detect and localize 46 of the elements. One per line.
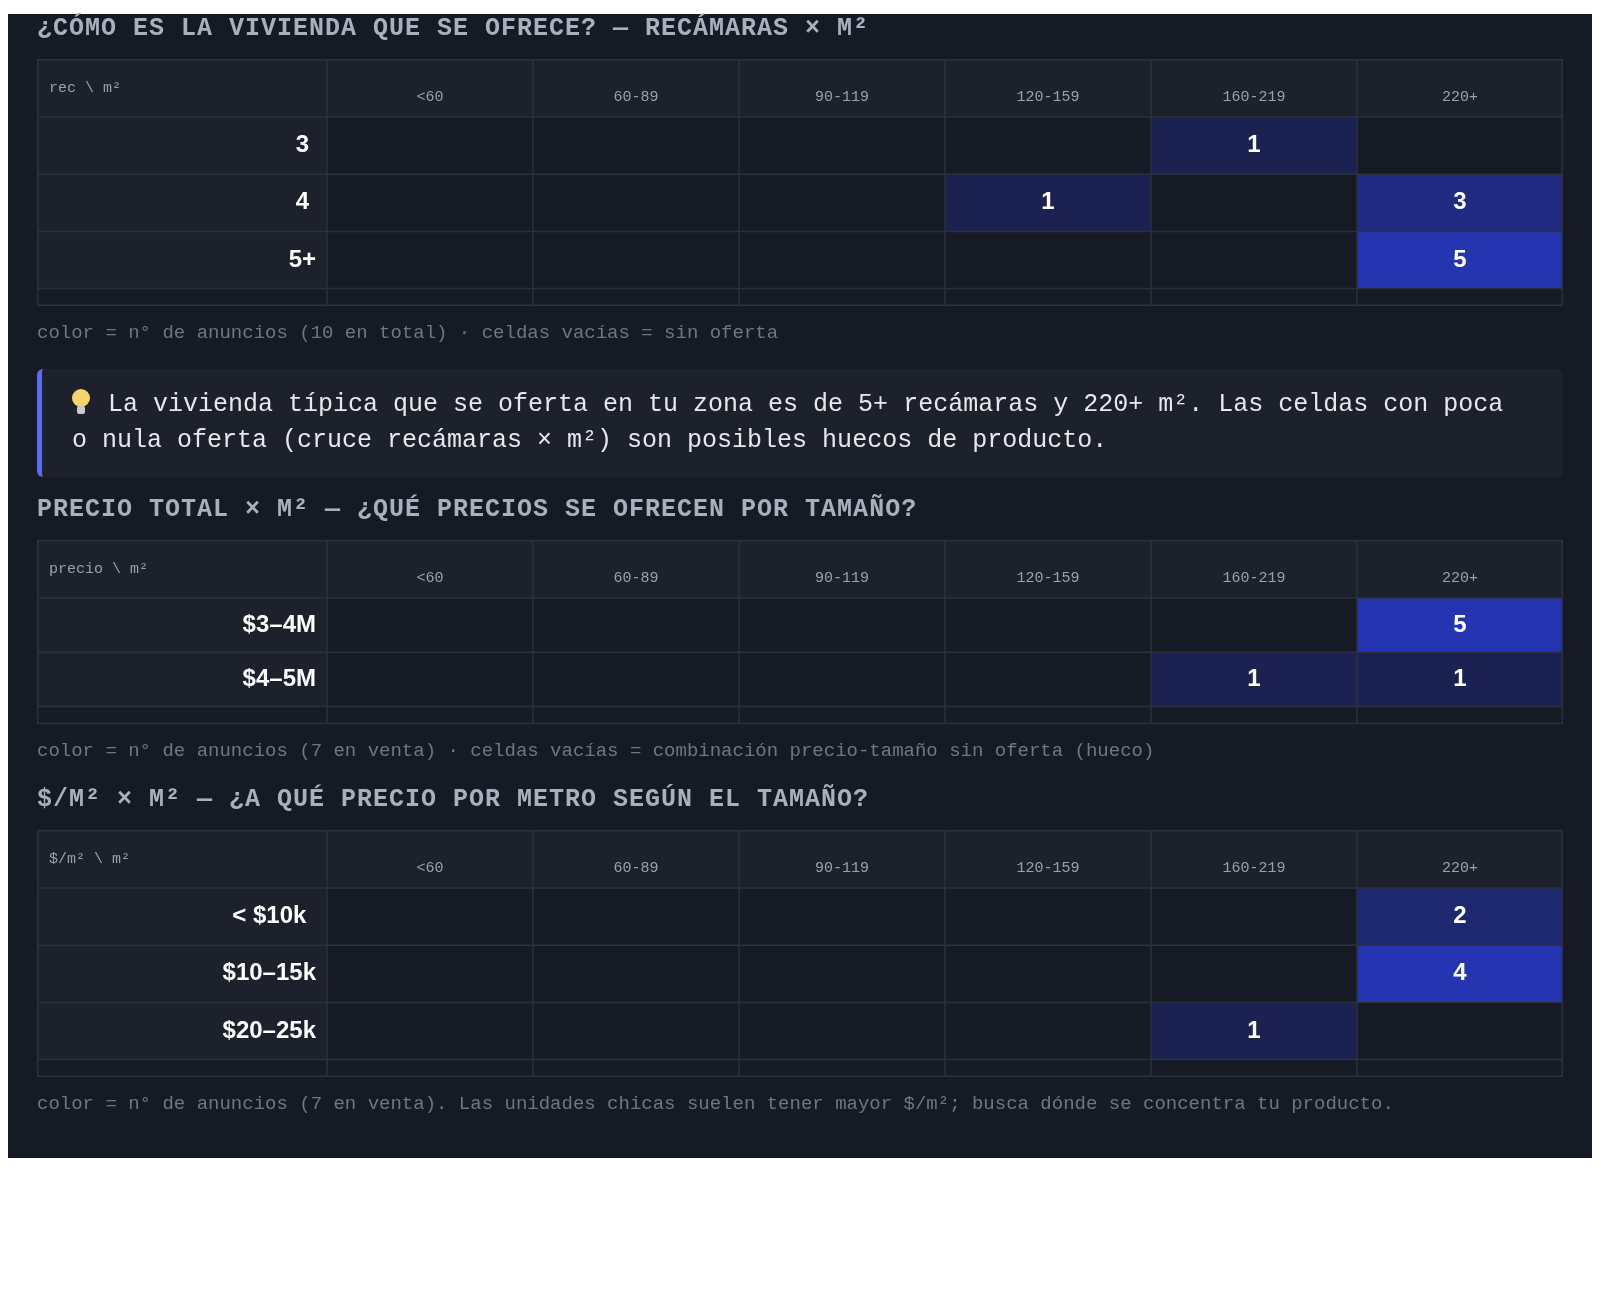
x-tick-label: 160-219	[1222, 569, 1286, 587]
data-label: 1	[1453, 664, 1467, 692]
data-label: 1	[1041, 187, 1055, 215]
x-tick-label: <60	[416, 569, 444, 587]
x-tick-label: 90-119	[814, 859, 870, 877]
y-tick-label: $3–4M	[242, 609, 316, 637]
x-tick-label: 220+	[1441, 88, 1479, 106]
x-tick-label: 120-159	[1016, 859, 1080, 877]
y-tick-label: 5+	[288, 244, 317, 272]
y-tick-label: $10–15k	[222, 958, 317, 986]
x-tick-label: 90-119	[814, 569, 870, 587]
data-label: 1	[1247, 1015, 1261, 1043]
x-tick-label: 160-219	[1222, 88, 1286, 106]
chart-title: ¿CÓMO ES LA VIVIENDA QUE SE OFRECE? — RECÁMARAS × M²	[37, 14, 871, 43]
data-label: 1	[1247, 664, 1261, 692]
y-axis-title: rec \ m²	[49, 79, 122, 97]
y-tick-label: 4	[295, 187, 310, 215]
x-tick-label: 120-159	[1016, 569, 1080, 587]
data-label: 2	[1453, 901, 1467, 929]
x-tick-label: 220+	[1441, 569, 1479, 587]
x-tick-label: 220+	[1441, 859, 1479, 877]
x-tick-label: <60	[416, 859, 444, 877]
x-tick-label: 120-159	[1016, 88, 1080, 106]
y-tick-label: < $10k	[232, 901, 307, 929]
data-label: 3	[1453, 187, 1467, 215]
text: color = n° de anuncios (10 en total) · celdas vacías = sin oferta	[37, 321, 780, 346]
y-tick-label: $4–5M	[242, 664, 316, 692]
x-tick-label: 60-89	[613, 859, 659, 877]
x-tick-label: 60-89	[613, 569, 659, 587]
chart-title: PRECIO TOTAL × M² — ¿QUÉ PRECIOS SE OFRECEN POR TAMAÑO?	[37, 495, 919, 524]
text: color = n° de anuncios (7 en venta). Las unidades chicas suelen tener mayor $/m²; busca dónde se concentra tu producto.	[37, 1092, 1395, 1117]
text: La vivienda típica que se oferta en tu zona es de 5+ recámaras y 220+ m². Las celdas con poca o nula oferta (cruce recámaras × m²) son posibles huecos de producto.	[72, 390, 1505, 455]
data-label: 5	[1453, 244, 1467, 272]
x-tick-label: 90-119	[814, 88, 870, 106]
chart-title: $/M² × M² — ¿A QUÉ PRECIO POR METRO SEGÚN EL TAMAÑO?	[37, 785, 871, 814]
x-tick-label: 160-219	[1222, 859, 1286, 877]
y-tick-label: 3	[295, 130, 309, 158]
data-label: 5	[1453, 609, 1467, 637]
text: color = n° de anuncios (7 en venta) · celdas vacías = combinación precio-tamaño sin oferta (hueco)	[37, 739, 1156, 764]
data-label: 4	[1453, 958, 1468, 986]
x-tick-label: 60-89	[613, 88, 659, 106]
y-tick-label: $20–25k	[222, 1015, 317, 1043]
x-tick-label: <60	[416, 88, 444, 106]
data-label: 1	[1247, 130, 1261, 158]
y-axis-title: precio \ m²	[49, 560, 149, 578]
y-axis-title: $/m² \ m²	[49, 850, 131, 868]
